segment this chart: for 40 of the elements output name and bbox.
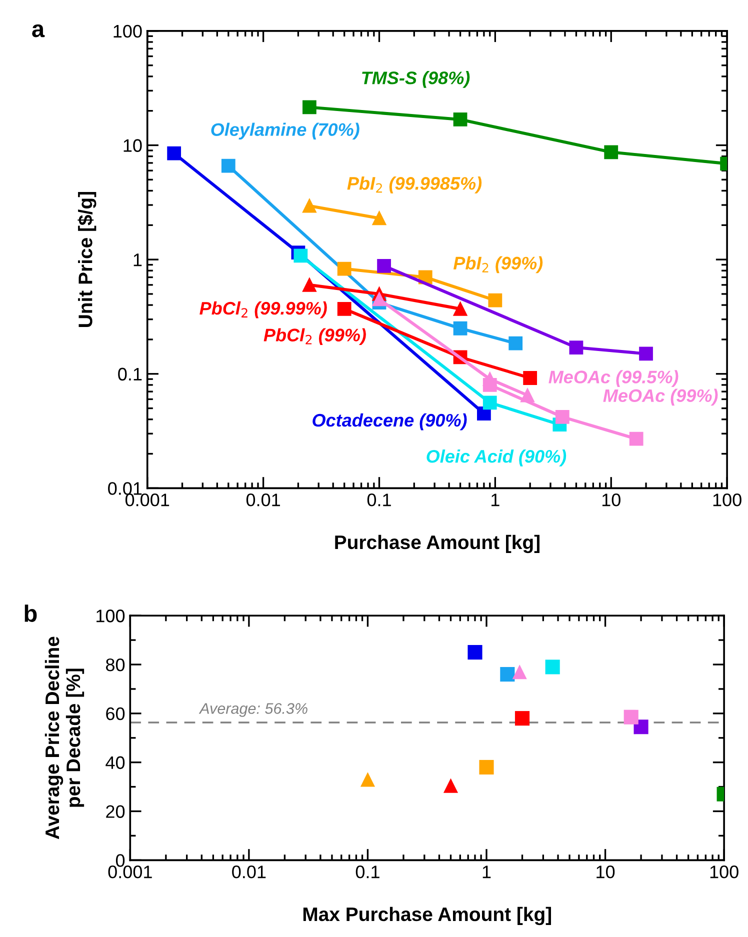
series-label: Oleylamine (70%) [211,122,360,140]
x-tick-label: 10 [596,866,615,878]
x-tick-label: 0.1 [367,494,391,506]
y-tick-label: 1 [134,254,142,266]
series-label: PbI$_{2}$ (99%) [453,256,543,274]
y-tick-label: 100 [114,24,142,38]
series-label: PbCl$_{2}$ (99.99%) [200,301,327,318]
y-tick-label: 0 [116,854,125,867]
x-axis-title: Max Purchase Amount [kg] [303,906,551,926]
y-tick-label: 0.01 [108,482,142,495]
ref-line-label: Average: 56.3% [198,703,308,717]
x-tick-label: 100 [713,494,742,506]
x-tick-label: 0.01 [246,494,280,506]
y-axis-title: Unit Price [$/g] [78,192,96,327]
y-tick-label: 40 [106,756,125,770]
y-tick-label: 20 [106,805,125,818]
x-tick-label: 1 [482,866,491,878]
text: a [32,24,45,38]
x-tick-label: 0.001 [108,866,152,878]
y-tick-label: 60 [106,707,125,720]
series-label: MeOAc (99%) [603,388,718,406]
series-label: Oleic Acid (90%) [426,450,566,466]
x-tick-label: 0.1 [356,866,380,878]
series-label: PbI$_{2}$ (99.9985%) [347,176,482,194]
x-tick-label: 0.01 [232,866,266,878]
text: b [24,604,37,622]
series-label: TMS-S (98%) [362,71,470,88]
x-tick-label: 10 [602,494,620,506]
x-axis-title: Purchase Amount [kg] [335,534,540,554]
y-tick-label: 0.1 [118,368,142,381]
series-label: MeOAc (99.5%) [548,370,678,387]
y-tick-label: 100 [96,610,125,622]
x-tick-label: 0.001 [125,494,170,506]
series-label: PbCl$_{2}$ (99%) [264,328,366,346]
y-tick-label: 10 [124,139,142,152]
y-tick-label: 80 [106,658,125,672]
x-tick-label: 1 [492,494,500,506]
y-axis-title: Average Price Decline per Decade [%] [44,636,84,840]
x-tick-label: 100 [710,866,738,878]
series-label: Octadecene (90%) [312,413,467,430]
